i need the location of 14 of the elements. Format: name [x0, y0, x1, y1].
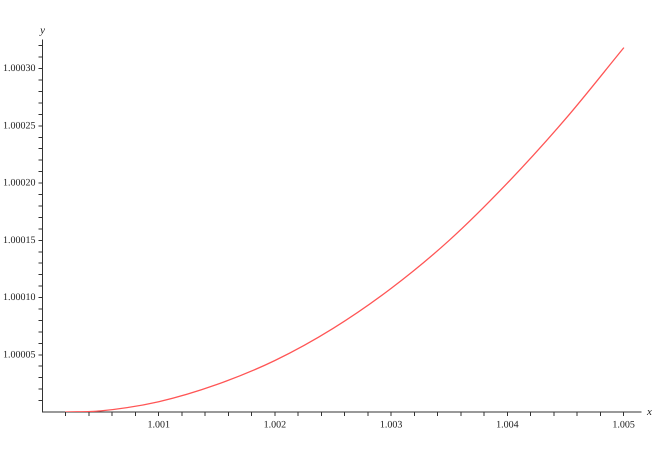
y-tick-label: 1.00010: [3, 292, 36, 304]
y-tick-label: 1.00030: [3, 63, 36, 74]
y-tick-label: 1.00020: [3, 178, 36, 189]
x-tick-label: 1.005: [612, 420, 635, 431]
y-axis-title: y: [39, 24, 46, 36]
y-tick-label: 1.00005: [3, 349, 36, 360]
y-tick-label: 1.00015: [3, 234, 36, 246]
line-series: [65, 47, 624, 412]
x-tick-label: 1.002: [264, 420, 286, 431]
x-tick-label: 1.004: [496, 420, 519, 431]
x-tick-label: 1.003: [380, 420, 402, 431]
x-tick-label: 1.001: [147, 420, 170, 431]
x-axis-title: x: [646, 406, 652, 418]
y-tick-label: 1.00025: [3, 120, 36, 132]
